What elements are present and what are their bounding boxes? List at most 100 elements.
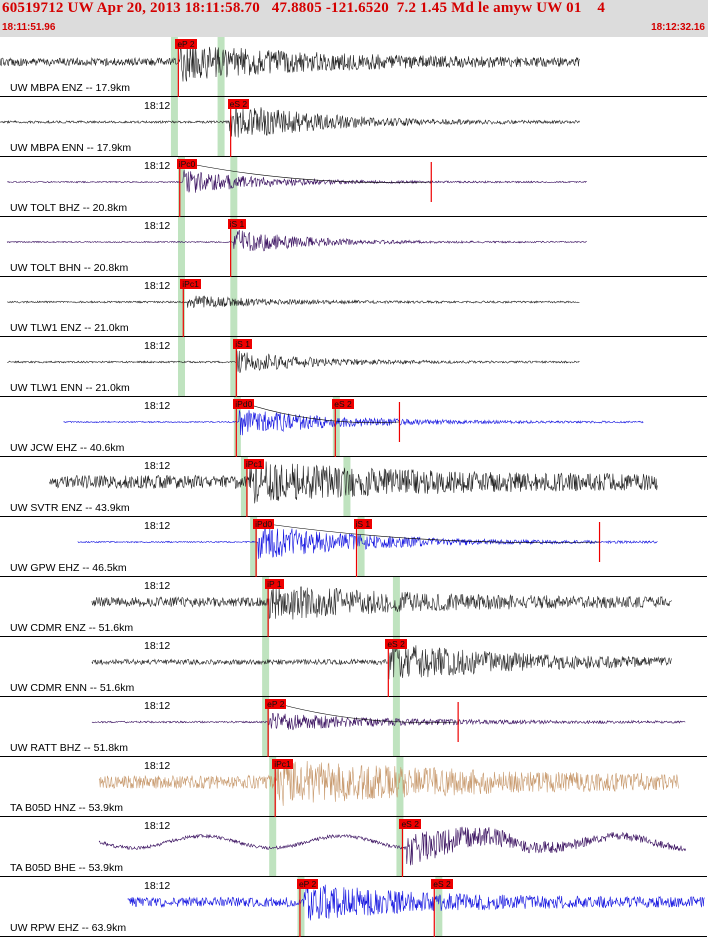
phase-pick-flag[interactable]: iPc1 bbox=[243, 459, 265, 469]
theoretical-arrival-band bbox=[357, 517, 365, 577]
theoretical-arrival-band bbox=[170, 97, 178, 157]
event-title: 60519712 UW Apr 20, 2013 18:11:58.70 47.… bbox=[2, 0, 606, 16]
theoretical-arrival-band bbox=[230, 337, 238, 397]
trace-panel bbox=[0, 37, 707, 97]
time-tick-label: 18:12 bbox=[144, 580, 171, 592]
time-tick-label: 18:12 bbox=[144, 340, 171, 352]
station-channel-label: UW CDMR ENN -- 51.6km bbox=[10, 682, 135, 694]
station-channel-label: UW SVTR ENZ -- 43.9km bbox=[10, 502, 130, 514]
trace-panel bbox=[0, 877, 707, 937]
time-tick-label: 18:12 bbox=[144, 220, 171, 232]
theoretical-arrival-band bbox=[240, 457, 248, 517]
theoretical-arrival-band bbox=[269, 817, 277, 877]
coda-curve bbox=[279, 703, 459, 723]
waveform-trace bbox=[127, 882, 705, 921]
phase-pick-flag[interactable]: eS 2 bbox=[399, 819, 421, 829]
theoretical-arrival-band bbox=[217, 97, 225, 157]
waveform-trace bbox=[0, 107, 580, 138]
station-channel-label: UW TLW1 ENN -- 21.0km bbox=[10, 382, 130, 394]
phase-pick-flag[interactable]: iPd0 bbox=[253, 519, 275, 529]
theoretical-arrival-band bbox=[250, 517, 258, 577]
theoretical-arrival-band bbox=[217, 37, 225, 97]
trace-panel bbox=[0, 517, 707, 577]
waveform-trace bbox=[91, 713, 686, 731]
theoretical-arrival-band bbox=[396, 817, 404, 877]
trace-panel bbox=[0, 277, 707, 337]
station-channel-label: UW RPW EHZ -- 63.9km bbox=[10, 922, 127, 934]
seismogram-panels: UW MBPA ENZ -- 17.9km eP 2 UW MBPA ENN -- … bbox=[0, 37, 707, 938]
theoretical-arrival-band bbox=[177, 217, 185, 277]
theoretical-arrival-band bbox=[435, 877, 443, 937]
station-channel-label: UW TOLT BHN -- 20.8km bbox=[10, 262, 129, 274]
station-channel-label: TA B05D BHE -- 53.9km bbox=[10, 862, 124, 874]
waveform-trace bbox=[63, 410, 644, 436]
trace-panel bbox=[0, 157, 707, 217]
time-tick-label: 18:12 bbox=[144, 400, 171, 412]
station-channel-label: UW CDMR ENZ -- 51.6km bbox=[10, 622, 134, 634]
theoretical-arrival-band bbox=[170, 37, 178, 97]
time-tick-label: 18:12 bbox=[144, 520, 171, 532]
theoretical-arrival-band bbox=[262, 637, 270, 697]
trace-panel bbox=[0, 577, 707, 637]
coda-curve bbox=[267, 523, 600, 543]
window-start-time: 18:11:51.96 bbox=[2, 22, 56, 33]
station-channel-label: TA B05D HNZ -- 53.9km bbox=[10, 802, 123, 814]
theoretical-arrival-band bbox=[392, 697, 400, 757]
theoretical-arrival-band bbox=[392, 637, 400, 697]
phase-pick-flag[interactable]: eP 2 bbox=[265, 699, 287, 709]
time-tick-label: 18:12 bbox=[144, 700, 171, 712]
time-tick-label: 18:12 bbox=[144, 100, 171, 112]
trace-panel bbox=[0, 217, 707, 277]
trace-panel bbox=[0, 637, 707, 697]
trace-panel bbox=[0, 97, 707, 157]
phase-pick-flag[interactable]: iPd0 bbox=[233, 399, 255, 409]
theoretical-arrival-band bbox=[332, 397, 340, 457]
waveform-trace bbox=[6, 169, 587, 193]
waveform-canvas bbox=[0, 37, 707, 937]
station-channel-label: UW MBPA ENZ -- 17.9km bbox=[10, 82, 130, 94]
time-tick-label: 18:12 bbox=[144, 160, 171, 172]
phase-pick-flag[interactable]: iPc0 bbox=[176, 159, 198, 169]
theoretical-arrival-band bbox=[177, 277, 185, 337]
theoretical-arrival-band bbox=[230, 157, 238, 217]
theoretical-arrival-band bbox=[297, 877, 305, 937]
event-header: 60519712 UW Apr 20, 2013 18:11:58.70 47.… bbox=[0, 0, 708, 37]
waveform-trace bbox=[98, 758, 679, 806]
waveform-trace bbox=[7, 295, 580, 308]
coda-curve bbox=[190, 163, 432, 183]
waveform-trace bbox=[91, 642, 672, 680]
waveform-trace bbox=[98, 826, 687, 866]
window-end-time: 18:12:32.16 bbox=[651, 22, 705, 33]
phase-pick-flag[interactable]: iPc1 bbox=[272, 759, 293, 769]
theoretical-arrival-band bbox=[230, 277, 238, 337]
phase-pick-flag[interactable]: iS 1 bbox=[227, 219, 247, 229]
waveform-trace bbox=[49, 461, 658, 504]
station-channel-label: UW JCW EHZ -- 40.6km bbox=[10, 442, 125, 454]
theoretical-arrival-band bbox=[343, 457, 351, 517]
phase-pick-flag[interactable]: eS 2 bbox=[431, 879, 453, 889]
waveform-trace bbox=[7, 350, 580, 373]
waveform-trace bbox=[77, 524, 658, 559]
station-channel-label: UW TLW1 ENZ -- 21.0km bbox=[10, 322, 129, 334]
waveform-trace bbox=[6, 229, 587, 252]
time-tick-label: 18:12 bbox=[144, 760, 171, 772]
theoretical-arrival-band bbox=[262, 577, 270, 637]
station-channel-label: UW GPW EHZ -- 46.5km bbox=[10, 562, 127, 574]
trace-panel bbox=[0, 337, 707, 397]
trace-panel bbox=[0, 757, 707, 817]
waveform-trace bbox=[0, 43, 580, 82]
waveform-trace bbox=[91, 584, 672, 620]
phase-pick-flag[interactable]: eS 2 bbox=[332, 399, 354, 409]
phase-pick-flag[interactable]: eS 2 bbox=[385, 639, 407, 649]
phase-pick-flag[interactable]: iPc1 bbox=[180, 279, 201, 289]
theoretical-arrival-band bbox=[396, 757, 404, 817]
coda-curve bbox=[247, 403, 400, 423]
phase-pick-flag[interactable]: eS 2 bbox=[227, 99, 250, 109]
phase-pick-flag[interactable]: eP 2 bbox=[175, 39, 197, 49]
trace-panel bbox=[0, 817, 707, 877]
phase-pick-flag[interactable]: iP 1 bbox=[265, 579, 284, 589]
phase-pick-flag[interactable]: iS 1 bbox=[353, 519, 373, 529]
phase-pick-flag[interactable]: iS 1 bbox=[233, 339, 252, 349]
station-channel-label: UW RATT BHZ -- 51.8km bbox=[10, 742, 129, 754]
phase-pick-flag[interactable]: eP 2 bbox=[296, 879, 319, 889]
